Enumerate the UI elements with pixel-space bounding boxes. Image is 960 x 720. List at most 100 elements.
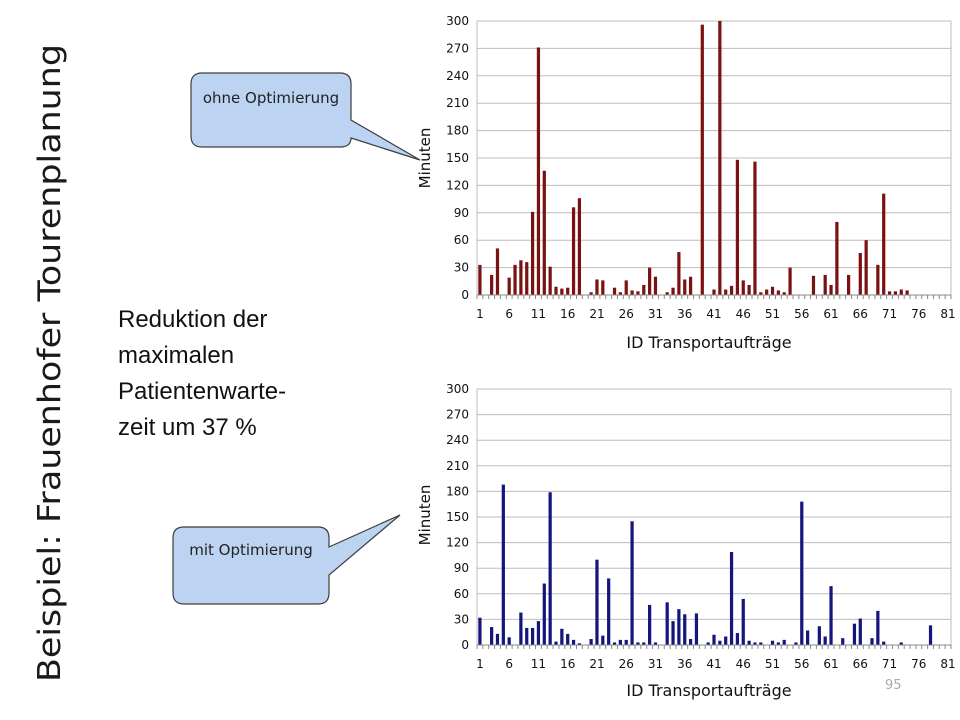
bar	[876, 264, 880, 295]
bar	[519, 260, 523, 295]
y-tick-label: 90	[454, 206, 469, 220]
page-number: 95	[885, 678, 902, 693]
bar	[577, 198, 582, 295]
bar	[671, 287, 675, 295]
x-tick-label: 46	[736, 657, 751, 671]
x-tick-label: 36	[677, 307, 692, 321]
x-tick-label: 41	[706, 657, 721, 671]
bar	[560, 628, 564, 645]
y-tick-label: 120	[446, 536, 469, 550]
bar	[607, 578, 611, 645]
y-tick-label: 30	[454, 261, 469, 275]
bar	[741, 280, 745, 295]
bar	[519, 612, 523, 645]
bar	[636, 642, 640, 645]
x-axis-title: ID Transportaufträge	[626, 681, 791, 700]
bar	[893, 291, 898, 295]
bar	[858, 618, 862, 645]
x-tick-label: 11	[531, 657, 546, 671]
bar	[899, 642, 903, 645]
bar	[747, 640, 751, 645]
bar	[928, 625, 933, 645]
y-tick-label: 240	[446, 433, 469, 447]
bar	[648, 604, 652, 645]
bar	[495, 248, 500, 295]
bar	[794, 642, 798, 645]
bar	[536, 621, 541, 645]
bar	[566, 633, 570, 645]
bar	[595, 559, 599, 645]
bar	[876, 610, 880, 645]
x-tick-label: 1	[476, 657, 484, 671]
y-axis-title: Minuten	[416, 128, 434, 189]
bar	[765, 289, 769, 295]
bar	[683, 614, 687, 645]
bar	[642, 284, 646, 295]
bar	[554, 286, 558, 295]
bar	[864, 240, 868, 295]
bar	[653, 276, 658, 295]
x-tick-label: 26	[619, 307, 634, 321]
x-axis-title: ID Transportaufträge	[626, 333, 791, 352]
x-tick-label: 21	[589, 657, 604, 671]
x-tick-label: 76	[911, 307, 926, 321]
x-tick-label: 31	[648, 657, 663, 671]
y-tick-label: 90	[454, 561, 469, 575]
y-tick-label: 210	[446, 459, 469, 473]
x-tick-label: 56	[794, 307, 809, 321]
bar	[630, 290, 634, 295]
y-tick-label: 60	[454, 233, 469, 247]
bar	[490, 627, 494, 645]
reduction-line: Patientenwarte-	[118, 378, 287, 405]
bar	[747, 284, 751, 295]
reduction-line: maximalen	[118, 342, 235, 369]
bar	[800, 501, 804, 645]
x-tick-label: 71	[882, 657, 897, 671]
bar	[811, 275, 816, 295]
bar	[677, 252, 681, 295]
x-tick-label: 26	[619, 657, 634, 671]
x-tick-label: 21	[589, 307, 604, 321]
callout-with-optimization: mit Optimierung	[172, 513, 412, 607]
bar	[636, 291, 640, 295]
bar	[507, 637, 511, 645]
y-tick-label: 300	[446, 382, 469, 396]
bar	[566, 287, 570, 295]
x-tick-label: 66	[853, 307, 868, 321]
y-tick-label: 270	[446, 41, 469, 55]
bar	[577, 643, 582, 645]
bar	[560, 288, 564, 295]
x-tick-label: 31	[648, 307, 663, 321]
bar	[759, 642, 763, 645]
x-tick-label: 11	[531, 307, 546, 321]
y-tick-label: 0	[461, 638, 469, 652]
bar	[729, 551, 734, 645]
bar	[835, 221, 839, 295]
y-tick-label: 210	[446, 96, 469, 110]
callout-without-optimization: ohne Optimierung	[190, 72, 430, 172]
bar	[542, 170, 546, 295]
bar	[776, 642, 780, 645]
bar	[648, 267, 652, 295]
bar	[530, 627, 535, 645]
bar	[706, 642, 710, 645]
bar	[753, 161, 757, 295]
x-tick-label: 51	[765, 657, 780, 671]
x-tick-label: 61	[823, 307, 838, 321]
bar	[513, 264, 517, 295]
bar	[718, 640, 722, 645]
x-tick-label: 6	[505, 307, 513, 321]
bar	[688, 276, 693, 295]
bar	[776, 290, 780, 295]
x-tick-label: 66	[853, 657, 868, 671]
bar	[741, 598, 745, 645]
bar	[882, 193, 886, 295]
x-tick-label: 61	[823, 657, 838, 671]
y-tick-label: 180	[446, 484, 469, 498]
y-tick-label: 30	[454, 612, 469, 626]
bar	[495, 633, 500, 645]
y-tick-label: 240	[446, 69, 469, 83]
bar	[735, 633, 740, 645]
slide-title: Beispiel: Frauenhofer Tourenplanung	[12, 2, 76, 682]
bar	[501, 484, 505, 645]
